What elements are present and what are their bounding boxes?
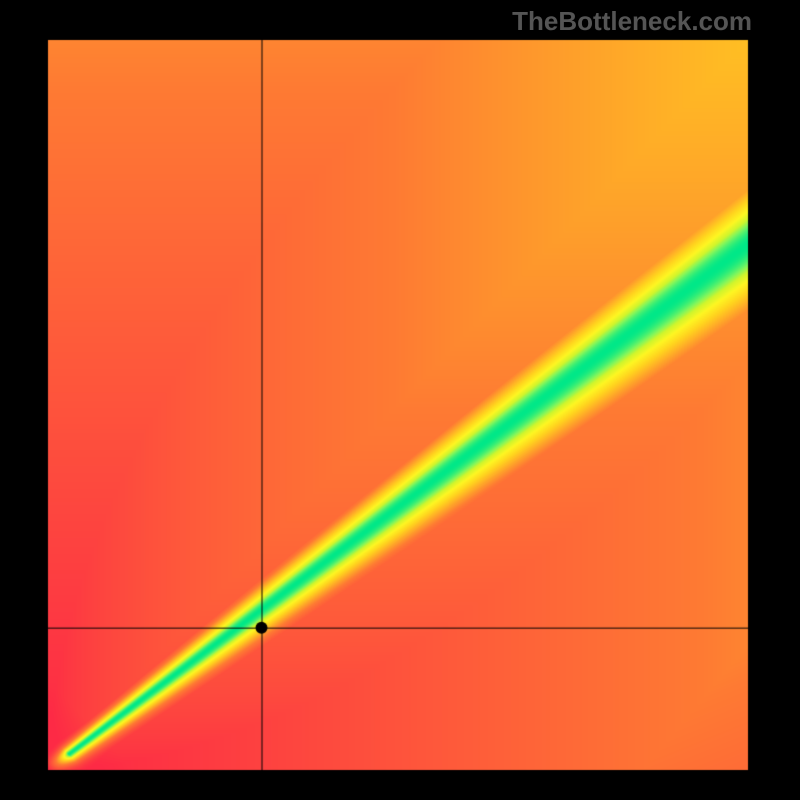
- chart-container: TheBottleneck.com: [0, 0, 800, 800]
- bottleneck-heatmap-canvas: [0, 0, 800, 800]
- watermark-text: TheBottleneck.com: [512, 6, 752, 37]
